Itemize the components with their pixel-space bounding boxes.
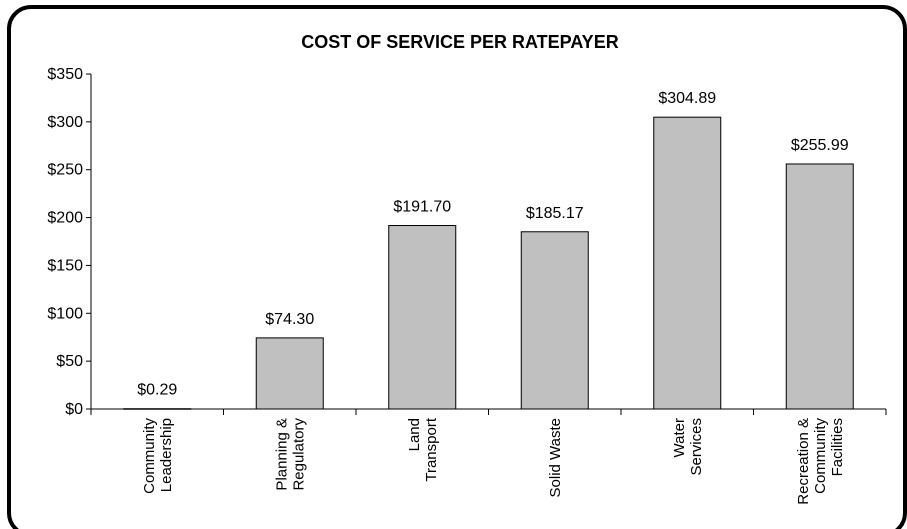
category-label: Facilities: [829, 418, 846, 476]
category-label: Services: [688, 418, 705, 476]
y-tick-label: $200: [47, 210, 83, 227]
y-tick-label: $0: [65, 401, 83, 418]
category-label: Transport: [423, 417, 440, 481]
plot-area: $0 $50 $100 $150 $200 $250 $300 $350 $0.29 Commun…: [47, 66, 887, 505]
bar: [653, 116, 722, 410]
y-tick-label: $300: [47, 114, 83, 131]
bar: [785, 163, 854, 410]
category-label: Planning &: [273, 418, 290, 491]
category-label: Land: [406, 418, 423, 451]
bar: [388, 225, 457, 410]
bar: [123, 408, 192, 410]
category-label: Solid Waste: [547, 418, 564, 497]
category-label: Community: [141, 418, 158, 494]
data-label: $304.89: [658, 90, 716, 107]
category-label: Leadership: [158, 418, 175, 492]
data-label: $0.29: [137, 382, 177, 399]
bar: [255, 337, 324, 410]
y-tick-label: $50: [56, 353, 83, 370]
bar: [520, 231, 589, 410]
category-label: Water: [671, 418, 688, 457]
y-tick-label: $250: [47, 162, 83, 179]
data-label: $185.17: [526, 205, 584, 222]
data-label: $74.30: [265, 311, 314, 328]
y-tick-label: $150: [47, 257, 83, 274]
chart-title: COST OF SERVICE PER RATEPAYER: [301, 32, 618, 52]
data-label: $191.70: [393, 199, 451, 216]
category-label: Regulatory: [290, 418, 307, 491]
y-tick-label: $350: [47, 66, 83, 83]
category-label: Community: [812, 418, 829, 494]
y-tick-label: $100: [47, 305, 83, 322]
category-label: Recreation &: [795, 418, 812, 505]
data-label: $255.99: [791, 137, 849, 154]
